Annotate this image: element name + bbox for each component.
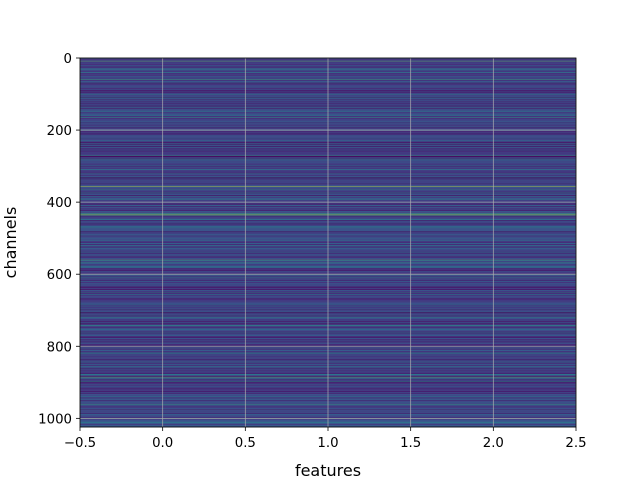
y-tick-label: 1000 (38, 412, 72, 427)
x-tick-label: 1.5 (400, 436, 421, 451)
y-tick-label: 600 (47, 268, 72, 283)
x-axis-ticks: −0.5 0.0 0.5 1.0 1.5 2.0 2.5 (64, 427, 587, 451)
x-axis-label: features (295, 461, 361, 480)
x-tick-label: 2.5 (565, 436, 586, 451)
y-tick-label: 200 (47, 124, 72, 139)
y-axis-ticks: 0 200 400 600 800 1000 (38, 52, 80, 427)
x-tick-label: 0.0 (152, 436, 173, 451)
grid-lines (79, 57, 577, 427)
x-tick-label: −0.5 (64, 436, 96, 451)
y-tick-label: 800 (47, 340, 72, 355)
x-tick-label: 0.5 (235, 436, 256, 451)
y-tick-label: 400 (47, 196, 72, 211)
y-tick-label: 0 (64, 52, 72, 67)
y-axis-label: channels (1, 207, 20, 279)
x-tick-label: 1.0 (317, 436, 338, 451)
x-tick-label: 2.0 (483, 436, 504, 451)
